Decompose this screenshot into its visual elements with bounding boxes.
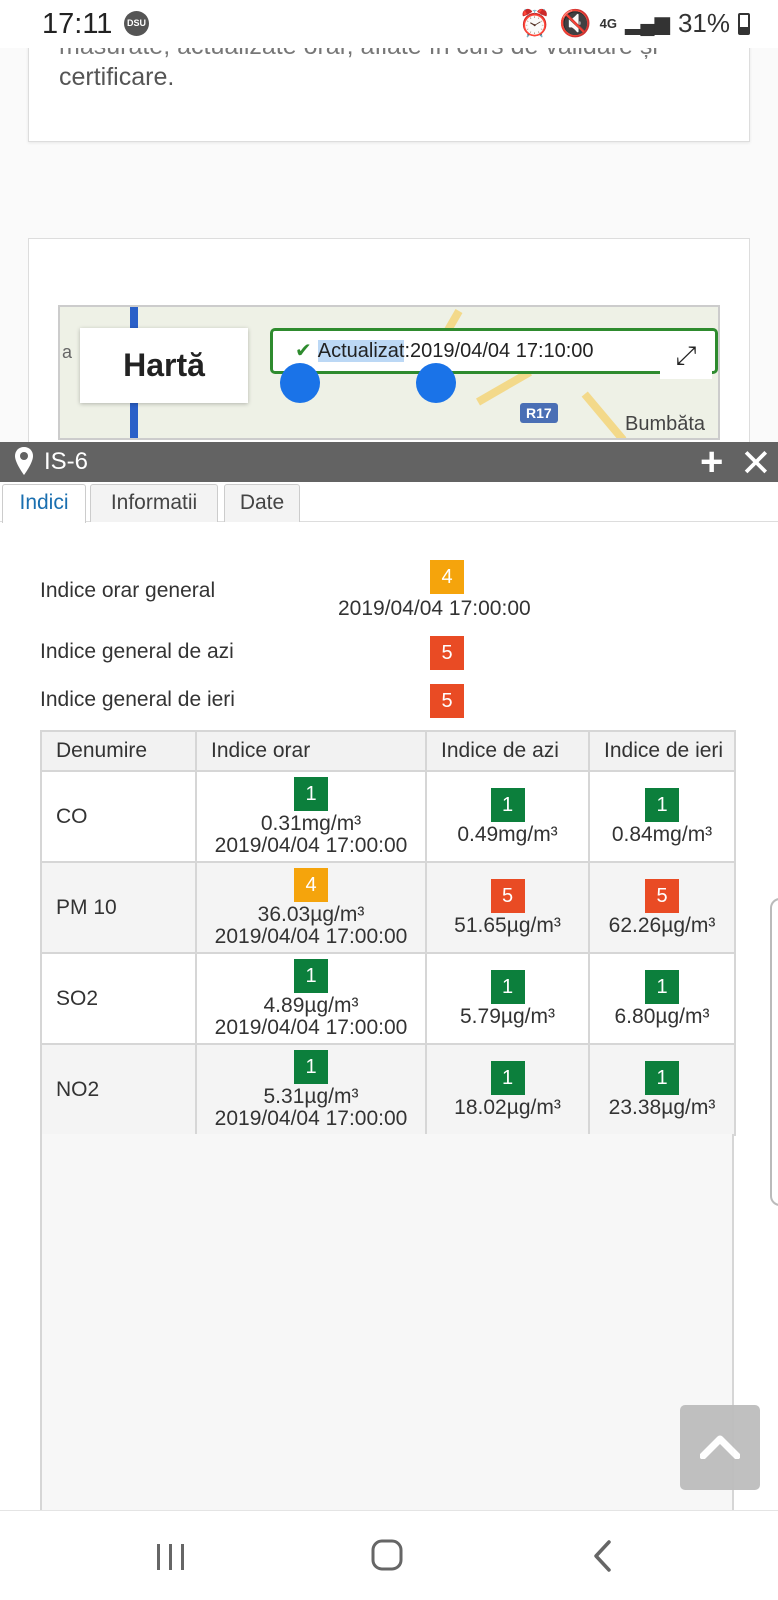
recent-apps-icon[interactable] — [146, 1536, 196, 1576]
today-value: 0.49mg/m³ — [457, 822, 558, 846]
plus-icon[interactable]: + — [700, 440, 724, 484]
hourly-value: 4.89µg/m³ — [263, 993, 359, 1017]
status-time: 17:11 — [42, 8, 113, 40]
yesterday-index-badge: 5 — [430, 684, 464, 718]
map-pin-icon — [15, 447, 33, 475]
chevron-up-icon — [700, 1435, 740, 1459]
table-row: SO2 1 4.89µg/m³ 2019/04/04 17:00:00 1 5.79µ… — [40, 952, 736, 1045]
pollutant-name: SO2 — [40, 952, 197, 1045]
expand-icon[interactable]: ⤢ — [660, 331, 712, 379]
column-header-hourly: Indice orar — [195, 730, 427, 772]
description-line-2: certificare. — [59, 63, 175, 91]
pollutant-name: CO — [40, 770, 197, 863]
today-index-badge: 1 — [490, 1060, 525, 1095]
today-value: 18.02µg/m³ — [454, 1095, 561, 1119]
table-row: PM 10 4 36.03µg/m³ 2019/04/04 17:00:00 5 51… — [40, 861, 736, 954]
today-value: 51.65µg/m³ — [454, 913, 561, 937]
signal-icon: ▂▄▆ — [625, 13, 670, 35]
table-empty-area — [40, 1134, 734, 1510]
hourly-index-badge: 1 — [294, 776, 328, 811]
station-name: IS-6 — [44, 448, 89, 475]
mute-icon: 🔇 — [559, 8, 592, 38]
yesterday-index-badge: 1 — [645, 787, 679, 822]
selection-handle-right[interactable] — [416, 363, 456, 403]
yesterday-value: 62.26µg/m³ — [608, 913, 716, 937]
place-label: Bumbăta — [625, 413, 706, 435]
map-road — [581, 391, 627, 438]
table-row: CO 1 0.31mg/m³ 2019/04/04 17:00:00 1 0.49mg… — [40, 770, 736, 863]
yesterday-index-badge: 1 — [645, 969, 679, 1004]
today-value: 5.79µg/m³ — [460, 1004, 555, 1028]
station-panel-header: IS-6 + ✕ — [0, 440, 778, 485]
today-index-badge: 1 — [490, 969, 525, 1004]
hourly-time: 2019/04/04 17:00:00 — [214, 924, 408, 948]
column-header-yesterday: Indice de ieri — [588, 730, 736, 772]
hourly-index-badge: 1 — [294, 958, 328, 993]
hourly-time: 2019/04/04 17:00:00 — [214, 1106, 408, 1130]
tab-informatii[interactable]: Informatii — [90, 484, 218, 522]
map-edge-label: a — [62, 342, 73, 362]
alarm-icon: ⏰ — [518, 8, 552, 38]
network-label: 4G — [599, 16, 618, 31]
scroll-to-top-button[interactable] — [680, 1405, 760, 1490]
map-road — [476, 368, 532, 406]
column-header-name: Denumire — [40, 730, 197, 772]
check-icon: ✔ — [295, 340, 312, 362]
hourly-time: 2019/04/04 17:00:00 — [214, 833, 408, 857]
table-header-row: Denumire Indice orar Indice de azi Indic… — [40, 730, 736, 772]
yesterday-index-label: Indice general de ieri — [40, 688, 235, 711]
map-mode-button[interactable]: Hartă — [80, 328, 248, 403]
pollutant-name: PM 10 — [40, 861, 197, 954]
status-bar: 17:11 DSU ⏰ 🔇 4G ▂▄▆ 31% — [0, 0, 778, 48]
updated-status: ✔ Actualizat:2019/04/04 17:10:00 — [270, 328, 718, 374]
hourly-index-label: Indice orar general — [40, 579, 216, 602]
yesterday-value: 23.38µg/m³ — [608, 1095, 716, 1119]
close-icon[interactable]: ✕ — [740, 443, 772, 485]
table-row: NO2 1 5.31µg/m³ 2019/04/04 17:00:00 1 18.02… — [40, 1043, 736, 1136]
hourly-index-badge: 4 — [430, 560, 464, 594]
dsu-icon: DSU — [124, 11, 149, 36]
today-index-badge: 5 — [490, 878, 525, 913]
hourly-index-badge: 4 — [294, 867, 328, 902]
home-icon[interactable] — [362, 1536, 412, 1576]
updated-label: Actualizat — [317, 340, 405, 362]
tab-date[interactable]: Date — [224, 484, 300, 522]
column-header-today: Indice de azi — [425, 730, 590, 772]
tab-indici[interactable]: Indici — [2, 484, 86, 523]
battery-icon — [738, 12, 750, 35]
hourly-value: 0.31mg/m³ — [260, 811, 362, 835]
panel-tabs: Indici Informatii Date — [0, 482, 778, 523]
pollutants-table: Denumire Indice orar Indice de azi Indic… — [40, 730, 736, 1136]
road-label: R17 — [520, 403, 558, 423]
system-nav-bar — [0, 1510, 778, 1600]
selection-handle-left[interactable] — [280, 363, 320, 403]
hourly-index-badge: 1 — [294, 1049, 328, 1084]
status-icons: ⏰ 🔇 4G ▂▄▆ 31% — [519, 8, 750, 39]
today-index-label: Indice general de azi — [40, 640, 234, 663]
updated-value: :2019/04/04 17:10:00 — [404, 340, 594, 362]
hourly-value: 36.03µg/m³ — [257, 902, 365, 926]
side-scroll-handle[interactable] — [770, 898, 778, 1206]
back-icon[interactable] — [578, 1536, 628, 1576]
hourly-time: 2019/04/04 17:00:00 — [214, 1015, 408, 1039]
hourly-value: 5.31µg/m³ — [263, 1084, 359, 1108]
today-index-badge: 5 — [430, 636, 464, 670]
pollutant-name: NO2 — [40, 1043, 197, 1136]
yesterday-value: 0.84mg/m³ — [611, 822, 713, 846]
battery-label: 31% — [677, 8, 730, 38]
yesterday-index-badge: 5 — [645, 878, 679, 913]
yesterday-value: 6.80µg/m³ — [614, 1004, 710, 1028]
description-text: măsurate, actualizate orar, aflate în cu… — [59, 41, 658, 95]
yesterday-index-badge: 1 — [645, 1060, 679, 1095]
hourly-index-time: 2019/04/04 17:00:00 — [338, 597, 531, 620]
today-index-badge: 1 — [490, 787, 525, 822]
